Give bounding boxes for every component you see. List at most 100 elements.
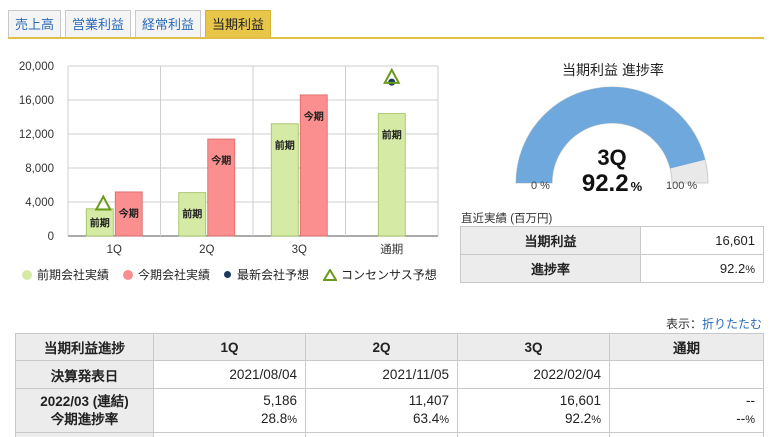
recent-profit-value: 16,601: [640, 226, 764, 255]
recent-rate-value: 92.2%: [640, 254, 764, 283]
profit-value-fy: --: [746, 393, 755, 408]
legend-company-forecast-label: 最新会社予想: [237, 268, 310, 282]
col-header-title: 当期利益進捗: [15, 333, 154, 361]
y-tick-label: 4,000: [25, 197, 54, 209]
gauge-quarter: 3Q: [597, 145, 627, 170]
legend-item-current-actual: 今期会社実績: [123, 266, 210, 283]
table-row: 進捗率 92.2%: [460, 254, 764, 283]
rate-number-1q: 28.8: [260, 411, 288, 426]
progress-rate-1q: 28.8%: [162, 410, 297, 429]
y-tick-label: 20,000: [19, 61, 54, 73]
progress-cell-2q: 11,407 63.4%: [305, 388, 458, 433]
table-row: 決算発表日 2021/08/04 2021/11/05 2022/02/04: [15, 360, 764, 389]
display-toggle: 表示：折りたたむ: [666, 315, 762, 332]
legend-item-company-forecast: 最新会社予想: [224, 266, 309, 283]
announce-date-label: 決算発表日: [15, 360, 154, 389]
gauge-title: 当期利益 進捗率: [562, 62, 664, 78]
recent-rate-number: 92.2: [719, 261, 746, 276]
tab-sales[interactable]: 売上高: [8, 10, 62, 37]
announce-date-1q: 2021/08/04: [153, 360, 306, 389]
chart-legend: 前期会社実績 今期会社実績 最新会社予想 コンセンサス予想: [22, 266, 451, 283]
tab-ordinary-profit[interactable]: 経常利益: [135, 10, 202, 37]
display-prefix: 表示：: [665, 317, 702, 331]
y-tick-label: 0: [48, 231, 54, 243]
table-row: 2022/03 (連結) 今期進捗率 5,186 28.8% 11,407 63…: [15, 388, 764, 433]
consensus-marker: [94, 194, 112, 211]
blank-cell: [15, 432, 154, 437]
rate-unit-2q: %: [439, 414, 449, 426]
x-tick-label: 3Q: [292, 244, 307, 256]
legend-prev-actual-swatch: [22, 269, 32, 280]
consensus-marker: [383, 67, 401, 84]
legend-prev-actual-label: 前期会社実績: [37, 268, 110, 282]
table-row: [15, 432, 764, 437]
rate-unit-fy: %: [745, 414, 755, 426]
col-header-3q: 3Q: [457, 333, 610, 361]
y-tick-label: 16,000: [19, 95, 54, 107]
bar-prev: [377, 113, 406, 237]
gauge-max-label: 100 %: [666, 180, 698, 192]
progress-cell-1q: 5,186 28.8%: [153, 388, 306, 433]
col-header-2q: 2Q: [305, 333, 458, 361]
table-row: 当期利益 16,601: [460, 226, 764, 255]
gauge-percent-unit: %: [630, 179, 643, 194]
period-label-line2: 今期進捗率: [50, 411, 119, 427]
tab-net-profit[interactable]: 当期利益: [205, 10, 272, 37]
y-tick-label: 8,000: [25, 163, 54, 175]
rate-number-3q: 92.2: [564, 411, 592, 426]
bar-label: 今期: [118, 207, 139, 220]
rate-number-2q: 63.4: [412, 411, 440, 426]
bar-prev: [85, 208, 114, 237]
rate-unit-1q: %: [287, 414, 297, 426]
gauge-min-label: 0 %: [531, 180, 550, 192]
recent-results-table: 当期利益 16,601 進捗率 92.2%: [460, 226, 764, 283]
legend-item-prev-actual: 前期会社実績: [22, 266, 109, 283]
rate-unit-3q: %: [591, 414, 601, 426]
profit-progress-table: 当期利益進捗 1Q 2Q 3Q 通期 決算発表日 2021/08/04 2021…: [15, 333, 764, 437]
legend-company-forecast-swatch: [224, 271, 232, 278]
progress-rate-fy: --%: [618, 410, 755, 429]
announce-date-fy: [609, 360, 764, 389]
col-header-1q: 1Q: [153, 333, 306, 361]
x-tick-label: 2Q: [199, 244, 214, 256]
x-tick-label: 1Q: [107, 244, 122, 256]
recent-profit-number: 16,601: [715, 233, 755, 248]
gauge-percent: 92.2%: [512, 170, 712, 198]
bar-prev: [178, 192, 207, 237]
tab-operating-profit[interactable]: 営業利益: [65, 10, 132, 37]
recent-results-caption: 直近実績 (百万円): [461, 213, 553, 225]
announce-date-3q: 2022/02/04: [457, 360, 610, 389]
triangle-icon: [323, 268, 338, 281]
bar-label: 前期: [275, 139, 295, 152]
tab-underline: [8, 37, 764, 39]
legend-item-consensus: コンセンサス予想: [323, 266, 437, 283]
progress-gauge: [515, 86, 709, 184]
gauge-percent-value: 92.2: [581, 170, 629, 197]
bar-label: 前期: [90, 216, 110, 229]
table-header-row: 当期利益進捗 1Q 2Q 3Q 通期: [15, 333, 764, 361]
profit-value-2q: 11,407: [408, 393, 449, 408]
bar-label: 今期: [210, 154, 231, 167]
collapse-link[interactable]: 折りたたむ: [701, 317, 762, 331]
blank-cell: [609, 432, 764, 437]
recent-profit-label: 当期利益: [460, 226, 641, 255]
period-label-line1: 2022/03 (連結): [40, 393, 129, 409]
progress-cell-fy: -- --%: [609, 388, 764, 433]
bar-current: [114, 191, 143, 237]
recent-rate-label: 進捗率: [460, 254, 641, 283]
blank-cell: [153, 432, 306, 437]
col-header-fy: 通期: [609, 333, 764, 361]
rate-number-fy: --: [736, 411, 746, 426]
period-label: 2022/03 (連結) 今期進捗率: [15, 388, 154, 433]
legend-current-actual-label: 今期会社実績: [138, 268, 211, 282]
blank-cell: [457, 432, 610, 437]
bar-current: [207, 138, 236, 237]
legend-consensus-label: コンセンサス予想: [341, 268, 437, 282]
profit-value-1q: 5,186: [263, 393, 297, 408]
bar-label: 今期: [303, 110, 324, 123]
y-tick-label: 12,000: [19, 129, 54, 141]
progress-rate-2q: 63.4%: [314, 410, 449, 429]
progress-rate-3q: 92.2%: [466, 410, 601, 429]
progress-cell-3q: 16,601 92.2%: [457, 388, 610, 433]
blank-cell: [305, 432, 458, 437]
